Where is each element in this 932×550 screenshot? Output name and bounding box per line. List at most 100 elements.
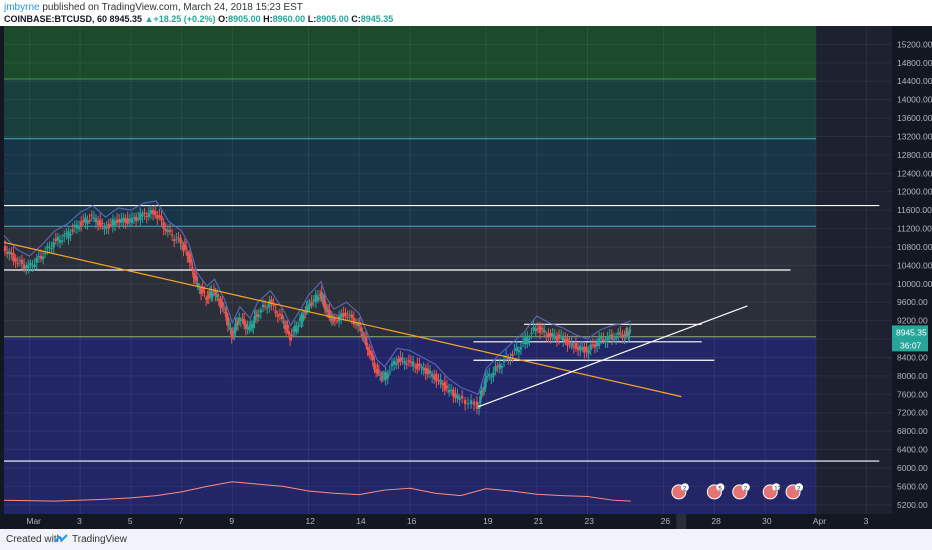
candle-body [433,375,436,380]
candle-body [77,227,81,230]
zone-band [4,226,816,337]
y-tick-label: 15200.00 [897,39,932,49]
candle-body [139,212,142,221]
candle-body [270,299,273,304]
candle-body [143,212,146,215]
candle-body [120,219,123,223]
candle-body [428,370,432,374]
candle-body [449,390,453,392]
badge-count-bubble [795,483,804,492]
candle-body [304,310,307,313]
symbol-label: COINBASE:BTCUSD, 60 [4,14,108,24]
candle-body [475,401,479,409]
y-tick-label: 6000.00 [897,463,928,473]
candle-body [581,347,584,350]
candle-body [297,325,300,328]
candle-body [452,389,455,397]
candle-body [118,219,121,223]
x-tick-label: 16 [407,516,417,526]
candle-body [368,350,371,356]
candle-body [570,341,573,347]
price-chart[interactable]: 15200.00 14800.00 14400.00 14000.00 13600.00… [0,26,932,529]
badge-count: 2 [797,486,801,492]
y-tick-label: 11200.00 [897,224,932,234]
badge-count-bubble [716,483,725,492]
candle-body [266,307,269,309]
x-tick-label: 23 [585,516,595,526]
candle-body [184,246,188,250]
candle-body [606,336,609,342]
badge-count-bubble [680,483,689,492]
x-tick-label: 3 [864,516,869,526]
y-tick-label: 13200.00 [897,131,932,141]
candle-body [255,313,259,317]
candle-body [566,338,569,346]
y-tick-label: 7600.00 [897,389,928,399]
candle-body [160,216,163,221]
candle-body [301,314,304,322]
candle-body [60,240,64,242]
candle-body [3,245,7,252]
candle-body [31,265,34,267]
current-price-label: 8945.35 [896,327,927,337]
candle-body [628,330,631,335]
x-tick-label: 21 [534,516,544,526]
candle-body [5,251,9,254]
candle-body [14,258,17,262]
candle-body [18,259,22,261]
candle-body [302,316,306,318]
future-area [815,26,892,514]
candle-body [179,237,182,244]
candle-body [437,379,440,381]
candle-body [96,220,100,225]
candle-body [362,336,365,338]
candle-body [543,329,546,333]
author-link[interactable]: jmbyrne [4,2,40,13]
candle-body [113,221,117,225]
candle-body [257,314,260,317]
candle-body [46,246,49,249]
candle-body [551,333,554,338]
candle-body [333,317,337,321]
candle-body [306,306,310,311]
candle-body [22,264,26,269]
candle-body [559,335,563,338]
candle-body [418,363,421,367]
high-label: H: [263,14,273,24]
candle-body [325,308,329,312]
candle-body [310,301,313,306]
candle-body [416,363,419,370]
candle-body [229,328,232,330]
tradingview-brand[interactable]: TradingView [72,534,128,545]
candle-body [292,330,295,332]
candle-body [219,298,222,308]
candle-body [305,306,308,310]
candle-body [513,349,516,351]
candle-body [488,373,491,376]
candle-body [494,365,497,372]
candle-body [426,368,430,375]
candle-body [441,382,444,386]
candle-body [411,361,415,367]
created-with-text: Created with [6,534,63,545]
candle-body [203,292,206,294]
candle-body [392,360,396,365]
tradingview-logo-icon [54,534,68,543]
candle-body [75,224,79,229]
candle-body [94,218,98,223]
candle-body [173,239,176,241]
y-tick-label: 9600.00 [897,297,928,307]
candle-body [37,256,41,258]
candle-body [364,337,368,346]
candle-body [224,312,227,314]
candle-body [354,323,358,325]
y-tick-label: 14400.00 [897,76,932,86]
candle-body [182,246,185,250]
candle-body [16,262,19,264]
candle-body [122,217,125,223]
price-axis [892,26,932,529]
candle-body [377,369,381,371]
candle-body [624,332,628,334]
candle-body [407,360,411,362]
candle-body [234,323,237,332]
